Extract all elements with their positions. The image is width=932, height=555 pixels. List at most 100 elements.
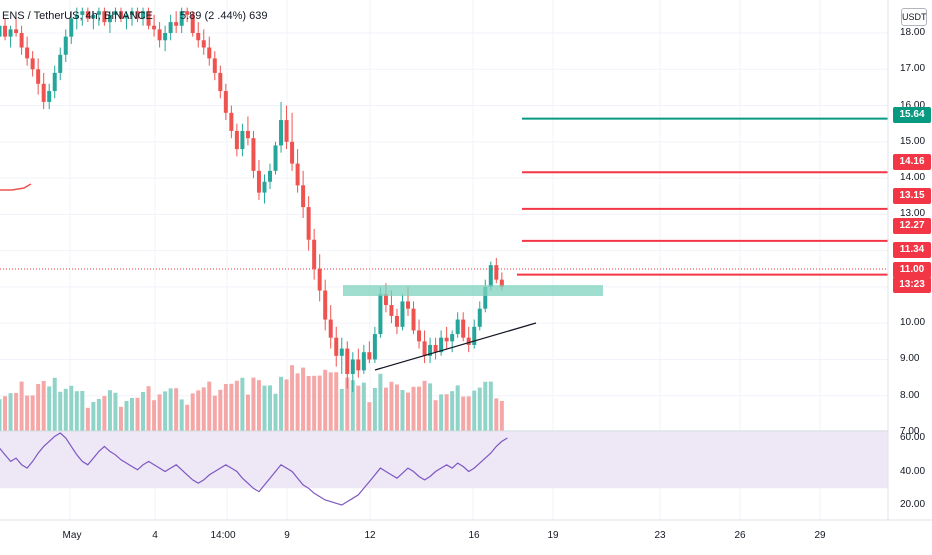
- volume-bar: [461, 396, 466, 431]
- candle-body: [146, 11, 151, 26]
- candle-body: [284, 120, 289, 142]
- candle-body: [179, 11, 184, 26]
- volume-bar: [96, 399, 101, 431]
- resistance-zone-rect[interactable]: [343, 285, 603, 296]
- chart-header: ENS / TetherUS, 4h, BINANCE 5.89 (2 .44%…: [2, 10, 267, 22]
- candle-body: [356, 359, 361, 371]
- candle-body: [240, 130, 245, 150]
- candle-body: [367, 352, 372, 360]
- volume-bar: [141, 392, 146, 431]
- candle-body: [444, 337, 449, 342]
- candle-body: [0, 25, 2, 37]
- candle-body: [317, 268, 322, 291]
- date-tick-label: May: [62, 530, 82, 541]
- price-label-badge: 13.15: [893, 188, 931, 204]
- price-tick-label: 14.00: [900, 172, 926, 184]
- volume-bar: [118, 406, 123, 431]
- volume-bar: [36, 384, 41, 431]
- candle-body: [301, 185, 306, 208]
- date-tick-label: 14:00: [210, 530, 236, 541]
- candle-body: [218, 72, 223, 92]
- candle-body: [417, 330, 422, 342]
- candle-body: [472, 326, 477, 345]
- volume-bar: [400, 390, 405, 431]
- candle-body: [406, 301, 410, 309]
- rsi-tick-label: 20.00: [900, 499, 926, 510]
- currency-button[interactable]: USDT: [901, 8, 927, 26]
- volume-bar: [477, 387, 482, 431]
- candle-body: [163, 33, 168, 41]
- volume-bar: [25, 395, 30, 431]
- candle-body: [69, 18, 74, 37]
- candle-body: [439, 337, 444, 353]
- candle-body: [3, 25, 8, 37]
- date-tick-label: 29: [814, 530, 826, 541]
- volume-bar: [483, 381, 488, 431]
- rsi-line: [0, 432, 508, 506]
- volume-bar: [179, 399, 184, 431]
- volume-bar: [411, 386, 416, 431]
- candle-body: [245, 130, 250, 139]
- volume-bar: [223, 384, 228, 431]
- candle-body: [141, 11, 146, 19]
- volume-bar: [350, 380, 355, 431]
- volume-bar: [428, 383, 433, 431]
- volume-bar: [290, 365, 295, 431]
- candle-body: [466, 337, 471, 345]
- volume-bar: [251, 377, 256, 431]
- volume-bar: [201, 387, 206, 431]
- candle-body: [383, 294, 388, 306]
- volume-bar: [3, 396, 8, 431]
- candle-body: [234, 130, 239, 150]
- volume-bar: [218, 389, 223, 431]
- candle-body: [185, 11, 190, 15]
- candlestick-series: [0, 7, 504, 393]
- candle-body: [168, 22, 173, 33]
- volume-bar: [262, 385, 267, 431]
- candle-body: [91, 14, 96, 19]
- candle-body: [152, 25, 157, 30]
- volume-bar: [334, 372, 339, 431]
- volume-bar: [152, 400, 157, 431]
- candle-body: [36, 69, 41, 84]
- candle-body: [279, 120, 284, 146]
- candle-body: [312, 239, 317, 269]
- date-tick-label: 23: [654, 530, 666, 541]
- volume-bar: [345, 377, 350, 431]
- symbol-title[interactable]: ENS / TetherUS, 4h, BINANCE: [2, 10, 153, 22]
- support-trendline-path[interactable]: [374, 322, 537, 371]
- price-tick-label: 15.00: [900, 135, 926, 147]
- candle-body: [361, 352, 366, 371]
- candle-body: [8, 29, 13, 37]
- price-label-badge: 12.27: [893, 218, 931, 234]
- candle-body: [389, 305, 394, 316]
- volume-bar: [207, 381, 212, 431]
- volume-bar: [472, 390, 477, 431]
- volume-bar: [30, 395, 35, 431]
- candle-body: [334, 337, 339, 356]
- volume-bar: [185, 404, 190, 431]
- volume-bar: [301, 367, 306, 431]
- rsi-polyline: [0, 432, 508, 506]
- candle-body: [229, 112, 234, 131]
- volume-bar: [284, 379, 289, 431]
- candle-body: [96, 11, 101, 15]
- price-label-badge: 13:23: [893, 277, 931, 293]
- volume-bar: [41, 381, 46, 431]
- candle-body: [19, 33, 24, 48]
- volume-bar: [279, 376, 284, 431]
- volume-bar: [174, 388, 179, 431]
- price-tick-label: 7.00: [900, 426, 920, 437]
- price-label-badge: 11.00: [893, 262, 931, 278]
- candle-body: [135, 11, 140, 19]
- volume-bar: [394, 384, 399, 431]
- volume-bar: [383, 387, 388, 431]
- candle-body: [295, 163, 300, 186]
- volume-bar: [240, 377, 245, 431]
- price-tick-label: 16.00: [900, 99, 926, 111]
- price-tick-label: 8.00: [900, 389, 920, 401]
- volume-bar: [14, 393, 19, 431]
- candle-body: [85, 11, 90, 19]
